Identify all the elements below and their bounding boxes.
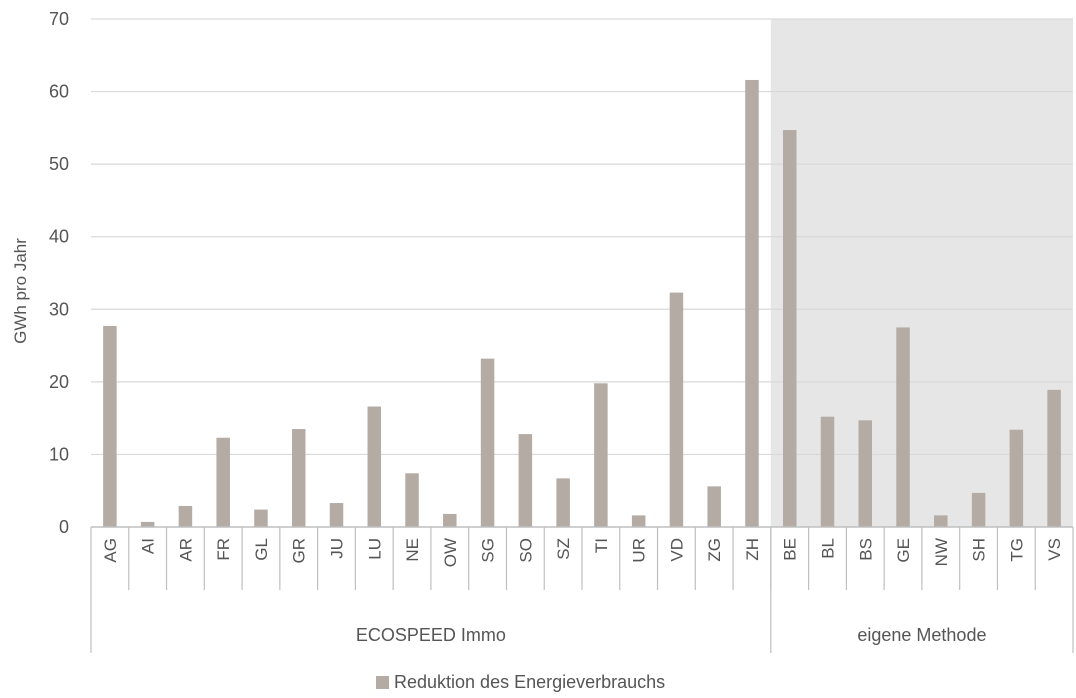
bar-ti (594, 383, 608, 527)
bar-fr (216, 437, 230, 527)
bar-gr (291, 429, 306, 527)
bar-sg (480, 358, 495, 527)
y-tick-label: 50 (49, 154, 69, 174)
x-tick-label: ZG (705, 538, 724, 562)
bar-zg (707, 486, 721, 527)
x-tick-label: AI (139, 538, 158, 554)
bars (103, 79, 1061, 528)
x-tick-label: FR (214, 538, 233, 561)
bar-nw (934, 515, 948, 527)
axes (90, 526, 1074, 653)
group-label: eigene Methode (857, 625, 986, 645)
x-tick-label: TI (592, 538, 611, 553)
x-tick-label: SZ (554, 538, 573, 560)
x-tick-label: GE (894, 538, 913, 563)
y-tick-label: 10 (49, 444, 69, 464)
x-tick-label: GR (290, 538, 309, 564)
y-tick-label: 40 (49, 227, 69, 247)
x-tick-label: TG (1007, 538, 1026, 562)
x-tick-label: AR (176, 538, 195, 562)
y-axis-title: GWh pro Jahr (11, 238, 30, 344)
x-tick-label: VS (1045, 538, 1064, 561)
x-tick-label: OW (441, 538, 460, 567)
bar-be (782, 130, 797, 527)
x-tick-labels: AG AI AR FR GL GR JU LU NE OW SG SO SZ TI UR VD ZG ZH BE BL… (101, 538, 1064, 567)
legend-label: Reduktion des Energieverbrauchs (394, 672, 665, 692)
x-tick-label: GL (252, 538, 271, 561)
x-tick-label: AG (101, 538, 120, 563)
x-tick-label: JU (328, 538, 347, 559)
bar-gl (254, 509, 268, 527)
bar-sh (971, 492, 986, 527)
category-groups: ECOSPEED Immo eigene Methode (356, 625, 987, 645)
bar-zh (745, 79, 759, 528)
y-tick-label: 30 (49, 299, 69, 319)
bar-ju (329, 503, 344, 527)
bar-bl (820, 416, 835, 527)
bar-lu (367, 406, 382, 527)
x-tick-label: NW (932, 538, 951, 566)
bar-ai (140, 521, 155, 527)
bar-vs (1047, 389, 1061, 527)
x-tick-label: UR (630, 538, 649, 563)
x-tick-label: VD (667, 538, 686, 562)
bar-bs (858, 420, 873, 527)
bar-ge (896, 327, 910, 527)
shaded-region-layer (770, 19, 1073, 527)
x-tick-label: SG (479, 538, 498, 563)
x-tick-label: BS (856, 538, 875, 561)
x-tick-label: BE (781, 538, 800, 561)
legend-swatch (376, 676, 389, 689)
x-tick-label: LU (365, 538, 384, 560)
y-tick-label: 70 (49, 9, 69, 29)
gridlines (91, 18, 1073, 456)
y-tick-label: 0 (59, 517, 69, 537)
bar-ne (405, 473, 419, 527)
bar-so (518, 434, 533, 527)
y-tick-label: 20 (49, 372, 69, 392)
bar-ur (631, 515, 646, 527)
x-tick-label: NE (403, 538, 422, 562)
group-label: ECOSPEED Immo (356, 625, 506, 645)
y-tick-label: 60 (49, 82, 69, 102)
bar-sz (556, 478, 570, 527)
y-tick-labels: 0 10 20 30 40 50 60 70 (49, 9, 69, 537)
bar-ar (178, 505, 193, 527)
bar-tg (1009, 429, 1024, 527)
x-tick-label: ZH (743, 538, 762, 561)
legend: Reduktion des Energieverbrauchs (376, 672, 665, 692)
x-tick-label: BL (819, 538, 838, 559)
x-tick-label: SH (970, 538, 989, 562)
bar-vd (669, 292, 684, 527)
bar-ow (443, 513, 457, 527)
bar-ag (103, 325, 117, 527)
x-tick-label: SO (516, 538, 535, 563)
shaded-region-1 (770, 19, 1073, 527)
